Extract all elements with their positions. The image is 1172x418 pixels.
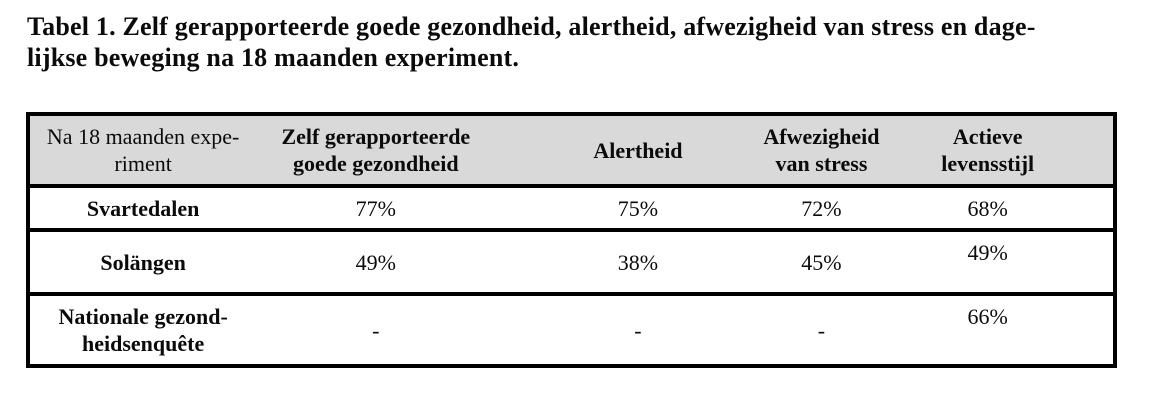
- row-label-svartedalen: Svartedalen: [28, 184, 257, 230]
- cell-svartedalen-afwezigheid-van-stress: 72%: [734, 184, 909, 230]
- row-label-solangen: Solängen: [28, 228, 257, 294]
- row-svartedalen: Svartedalen 77% 75% 72% 68%: [28, 184, 1115, 230]
- cell-solangen-afwezigheid-van-stress: 45%: [734, 228, 909, 294]
- cell-nationale-afwezigheid-van-stress: -: [734, 292, 909, 366]
- table-caption-line-1: Tabel 1. Zelf gerapporteerde goede gezon…: [27, 12, 1036, 41]
- row-nationale-gezondheidsenquete: Nationale gezond- heidsenquête - - - 66%: [28, 292, 1115, 366]
- column-header-zelf-gerapporteerde-goede-gezondheid: Zelf gerapporteerde goede gezondheid: [256, 114, 496, 186]
- cell-nationale-actieve-levensstijl: 66%: [908, 292, 1115, 366]
- cell-svartedalen-goede-gezondheid: 77%: [256, 184, 496, 230]
- table-caption-line-2: lijkse beweging na 18 maanden experiment…: [27, 43, 520, 72]
- column-header-alertheid: Alertheid: [495, 114, 735, 186]
- cell-svartedalen-actieve-levensstijl: 68%: [908, 184, 1115, 230]
- cell-solangen-goede-gezondheid: 49%: [256, 228, 496, 294]
- cell-nationale-goede-gezondheid: -: [256, 292, 496, 366]
- table-caption: Tabel 1. Zelf gerapporteerde goede gezon…: [27, 11, 1036, 73]
- cell-nationale-alertheid: -: [495, 292, 735, 366]
- health-results-table: Na 18 maanden expe- riment Zelf gerappor…: [26, 112, 1117, 368]
- row-solangen: Solängen 49% 38% 45% 49%: [28, 228, 1115, 294]
- header-row: Na 18 maanden expe- riment Zelf gerappor…: [28, 114, 1115, 186]
- cell-solangen-alertheid: 38%: [495, 228, 735, 294]
- column-header-na-18-maanden-experiment: Na 18 maanden expe- riment: [28, 114, 257, 186]
- cell-solangen-actieve-levensstijl: 49%: [908, 228, 1115, 294]
- row-label-nationale-gezondheidsenquete: Nationale gezond- heidsenquête: [28, 292, 257, 366]
- column-header-actieve-levensstijl: Actieve levensstijl: [908, 114, 1115, 186]
- cell-svartedalen-alertheid: 75%: [495, 184, 735, 230]
- column-header-afwezigheid-van-stress: Afwezigheid van stress: [734, 114, 909, 186]
